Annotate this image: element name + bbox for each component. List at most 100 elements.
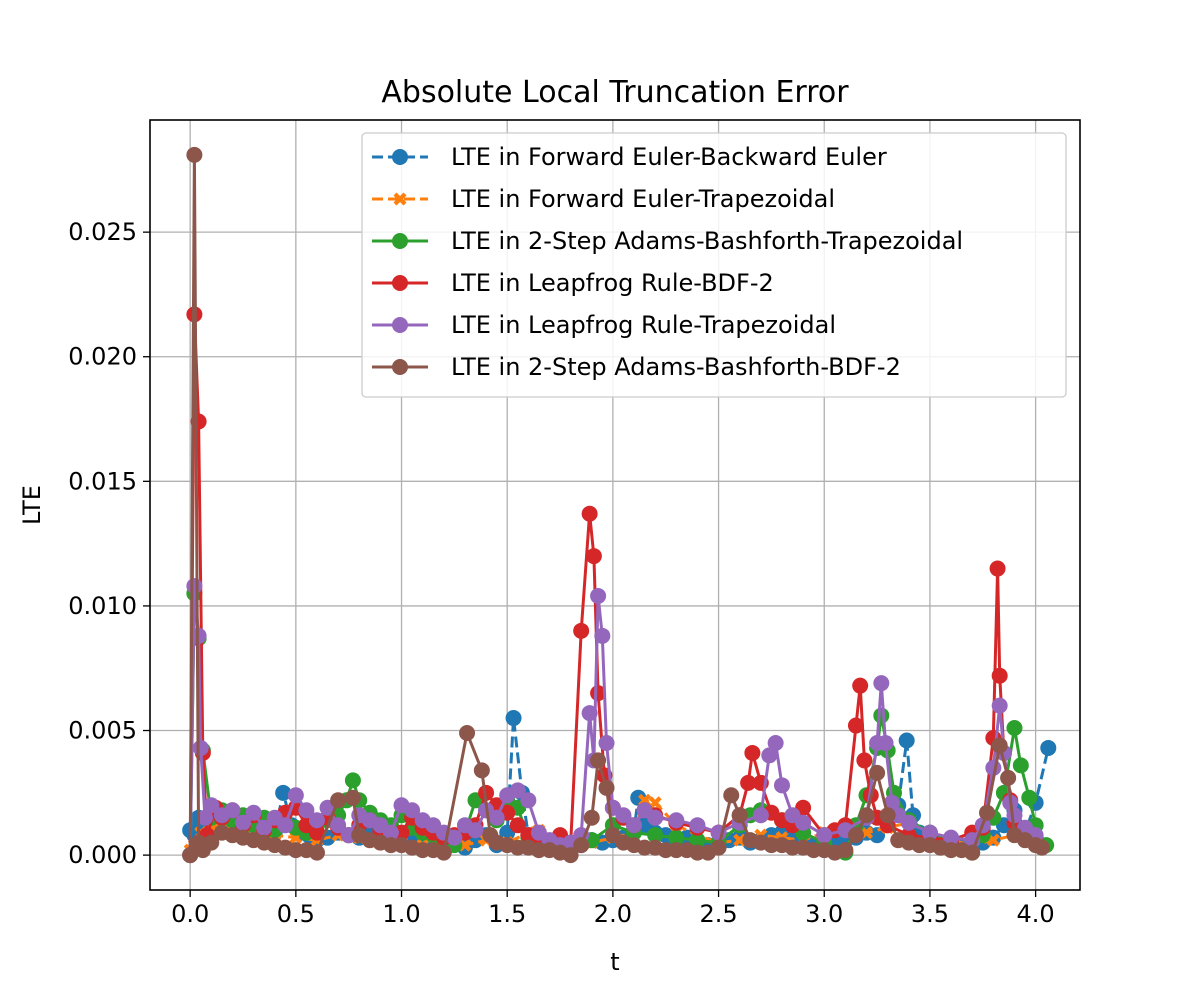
data-point <box>196 809 213 826</box>
data-point <box>723 787 740 804</box>
y-tick-label: 0.000 <box>68 841 137 869</box>
data-point <box>330 817 347 834</box>
data-point <box>1006 720 1023 737</box>
series-6 <box>182 146 1050 864</box>
legend-label: LTE in Forward Euler-Backward Euler <box>451 143 887 171</box>
data-point <box>344 772 361 789</box>
data-point <box>869 764 886 781</box>
legend-label: LTE in 2-Step Adams-Bashforth-Trapezoida… <box>451 227 963 255</box>
x-tick-label: 3.0 <box>805 900 843 928</box>
data-point <box>1033 839 1050 856</box>
data-point <box>1021 789 1038 806</box>
legend-marker <box>392 149 408 165</box>
data-point <box>245 804 262 821</box>
data-point <box>467 822 484 839</box>
series-layer <box>182 146 1057 864</box>
data-point <box>647 827 664 844</box>
data-point <box>235 814 251 831</box>
data-point <box>224 802 241 819</box>
data-point <box>509 817 526 834</box>
y-tick-label: 0.010 <box>68 592 137 620</box>
legend-label: LTE in Forward Euler-Trapezoidal <box>451 185 835 213</box>
data-point <box>520 792 537 809</box>
data-point <box>573 622 590 639</box>
data-point <box>308 844 325 861</box>
data-point <box>964 844 981 861</box>
data-point <box>182 847 199 864</box>
data-point <box>731 807 748 824</box>
y-tick-label: 0.025 <box>68 218 137 246</box>
legend-item: LTE in Leapfrog Rule-BDF-2 <box>372 269 774 297</box>
axes-frame <box>149 119 1081 891</box>
data-point <box>991 697 1008 714</box>
data-point <box>344 789 361 806</box>
data-point <box>473 762 490 779</box>
data-point <box>733 833 747 847</box>
x-axis-label: t <box>610 948 619 976</box>
legend: LTE in Forward Euler-Backward Euler LTE i… <box>361 132 1067 398</box>
legend-item: LTE in 2-Step Adams-Bashforth-BDF-2 <box>372 353 901 381</box>
x-tick-label: 2.5 <box>699 900 737 928</box>
x-tick-label: 0.0 <box>171 900 209 928</box>
data-point <box>858 807 875 824</box>
x-tick-label: 2.0 <box>594 900 632 928</box>
legend-box <box>361 132 1067 398</box>
data-point <box>979 804 995 821</box>
data-point <box>590 587 607 604</box>
data-point <box>203 834 220 851</box>
data-point <box>767 734 784 751</box>
legend-item: LTE in Forward Euler-Backward Euler <box>372 143 887 171</box>
data-point <box>648 796 662 810</box>
data-point <box>330 792 347 809</box>
data-point <box>256 819 273 836</box>
data-point <box>877 734 894 751</box>
tick-layer: 0.0 0.5 1.0 1.5 2.0 2.5 3.0 3.5 4.0 0.000 0.005 0.0… <box>68 218 1054 928</box>
data-point <box>615 807 632 824</box>
y-axis-label: LTE <box>18 485 46 525</box>
data-point <box>689 817 706 834</box>
data-point <box>598 779 615 796</box>
data-point <box>991 737 1008 754</box>
data-point <box>847 827 864 844</box>
data-point <box>1040 739 1057 756</box>
data-point <box>1000 769 1017 786</box>
data-point <box>382 824 399 841</box>
data-point <box>689 832 706 849</box>
legend-label: LTE in 2-Step Adams-Bashforth-BDF-2 <box>451 353 901 381</box>
data-point <box>989 560 1006 577</box>
legend-label: LTE in Leapfrog Rule-Trapezoidal <box>451 311 836 339</box>
data-point <box>583 809 600 826</box>
x-tick-label: 0.5 <box>277 900 315 928</box>
legend-marker <box>393 192 407 206</box>
data-point <box>816 827 833 844</box>
data-point <box>879 807 896 824</box>
y-tick-label: 0.005 <box>68 717 137 745</box>
data-point <box>744 744 761 761</box>
data-point <box>740 774 757 791</box>
legend-marker <box>392 317 408 333</box>
data-point <box>404 802 421 819</box>
data-point <box>837 842 854 859</box>
data-point <box>883 794 900 811</box>
data-point <box>773 777 790 794</box>
legend-marker <box>392 359 408 375</box>
x-tick-label: 4.0 <box>1017 900 1055 928</box>
data-point <box>275 784 292 801</box>
data-point <box>581 505 598 522</box>
data-point <box>287 787 304 804</box>
data-point <box>668 812 685 829</box>
data-point <box>446 829 463 846</box>
data-point <box>459 725 476 742</box>
x-tick-label: 1.5 <box>488 900 526 928</box>
data-point <box>192 739 209 756</box>
data-point <box>277 817 294 834</box>
data-point <box>186 146 203 163</box>
legend-item: LTE in 2-Step Adams-Bashforth-Trapezoida… <box>372 227 963 255</box>
data-point <box>435 844 452 861</box>
y-tick-label: 0.015 <box>68 467 137 495</box>
data-point <box>626 817 643 834</box>
data-point <box>898 732 915 749</box>
y-tick-label: 0.020 <box>68 343 137 371</box>
